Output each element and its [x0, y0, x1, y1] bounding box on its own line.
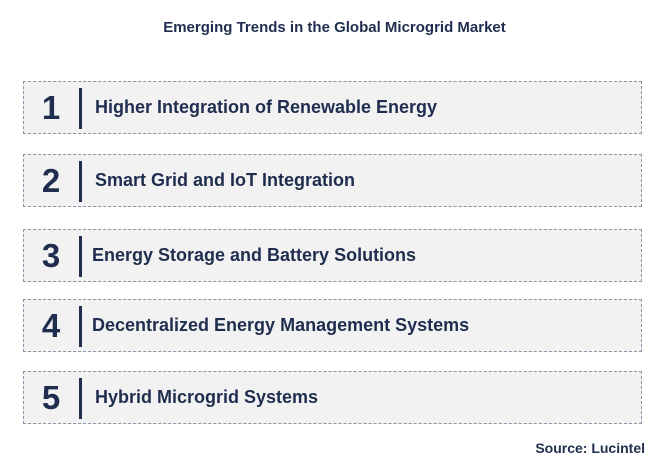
trend-label: Smart Grid and IoT Integration — [95, 170, 356, 190]
trend-item-4: 4 Decentralized Energy Management System… — [23, 299, 642, 352]
source-credit: Source: Lucintel — [535, 440, 645, 456]
trend-number: 5 — [41, 378, 61, 416]
trend-number: 4 — [41, 306, 61, 344]
trend-divider — [79, 306, 82, 347]
trend-item-3: 3 Energy Storage and Battery Solutions — [23, 229, 642, 282]
trend-divider — [79, 378, 82, 419]
trend-item-1: 1 Higher Integration of Renewable Energy — [23, 81, 642, 134]
trend-divider — [79, 236, 82, 277]
trend-number: 1 — [41, 88, 61, 126]
diagram-title: Emerging Trends in the Global Microgrid … — [163, 19, 506, 36]
trend-divider — [79, 161, 82, 202]
trend-divider — [79, 88, 82, 129]
trend-number: 3 — [41, 236, 61, 274]
trend-item-5: 5 Hybrid Microgrid Systems — [23, 371, 642, 424]
trend-label: Higher Integration of Renewable Energy — [95, 97, 438, 117]
trend-item-2: 2 Smart Grid and IoT Integration — [23, 154, 642, 207]
trend-label: Energy Storage and Battery Solutions — [92, 245, 417, 265]
trend-label: Hybrid Microgrid Systems — [95, 387, 319, 407]
trend-number: 2 — [41, 161, 61, 199]
trend-label: Decentralized Energy Management Systems — [92, 315, 470, 335]
